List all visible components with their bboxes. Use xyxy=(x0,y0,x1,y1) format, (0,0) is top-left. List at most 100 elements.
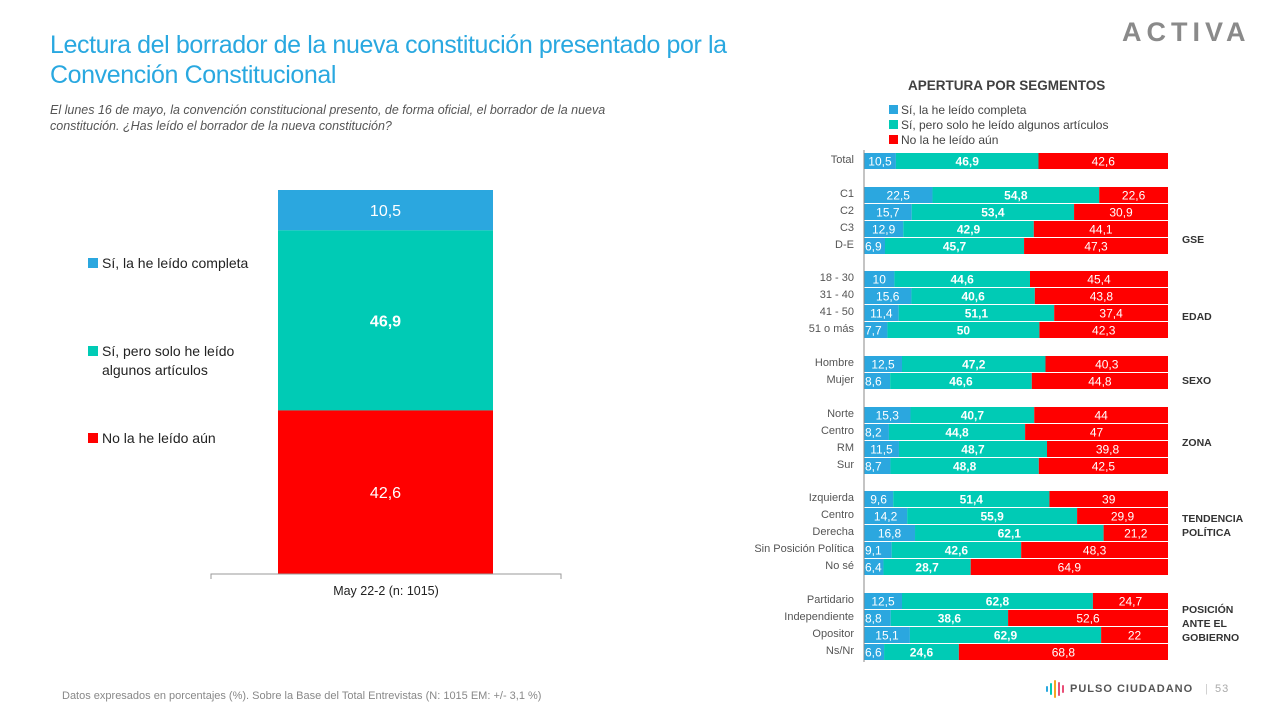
data-label: 42,6 xyxy=(370,485,401,502)
bar-segment-partial xyxy=(883,559,971,575)
bar-segment-not-read xyxy=(1021,542,1168,558)
data-label: 50 xyxy=(957,324,971,338)
bar-segment-partial xyxy=(888,424,1026,440)
bar-segment-partial xyxy=(915,525,1104,541)
bar-segment-partial xyxy=(932,187,1100,203)
data-label: 62,9 xyxy=(994,629,1018,643)
segment-row-label: Derecha xyxy=(812,526,854,538)
segment-row-label: C2 xyxy=(839,205,854,217)
segment-group-label: GSE xyxy=(1182,234,1205,246)
bar-segment-not-read xyxy=(1077,508,1168,524)
bar-segment-not-read xyxy=(1038,458,1168,474)
x-category-label: May 22-2 (n: 1015) xyxy=(333,584,439,598)
bar-segment-partial xyxy=(278,230,493,411)
bar-segment-not-read xyxy=(1039,322,1168,338)
data-label: 24,6 xyxy=(910,646,934,660)
segment-row-label: 41 - 50 xyxy=(819,306,854,318)
bar-segment-partial xyxy=(910,407,1035,423)
data-label: 44,1 xyxy=(1089,223,1113,237)
data-label: 48,8 xyxy=(953,460,977,474)
question-text: El lunes 16 de mayo, la convención const… xyxy=(50,103,606,133)
bar-segment-complete xyxy=(864,491,894,507)
bar-segment-partial xyxy=(898,305,1055,321)
bar-segment-complete xyxy=(864,424,889,440)
segment-row-label: D-E xyxy=(835,239,854,251)
bar-segment-not-read xyxy=(1024,238,1168,254)
data-label: 46,9 xyxy=(370,313,401,330)
data-label: 37,4 xyxy=(1099,307,1123,321)
data-label: 42,6 xyxy=(945,544,969,558)
bar-segment-not-read xyxy=(1045,356,1168,372)
brand-separator: | xyxy=(1205,683,1210,695)
data-label: 68,8 xyxy=(1052,646,1076,660)
bar-segment-not-read xyxy=(958,644,1168,660)
data-label: 38,6 xyxy=(938,612,962,626)
bar-segment-complete xyxy=(864,508,908,524)
bar-segment-not-read xyxy=(1029,271,1168,287)
data-label: 55,9 xyxy=(980,510,1004,524)
bar-segment-partial xyxy=(907,508,1078,524)
data-label: 10 xyxy=(873,273,887,287)
data-label: 29,9 xyxy=(1111,510,1135,524)
segment-row-label: Independiente xyxy=(784,611,854,623)
data-label: 14,2 xyxy=(874,510,898,524)
bar-segment-complete xyxy=(864,153,896,169)
bar-segment-not-read xyxy=(1101,627,1168,643)
bar-segment-partial xyxy=(891,542,1022,558)
segment-row-label: 18 - 30 xyxy=(819,272,854,284)
bar-segment-not-read xyxy=(1008,610,1168,626)
bar-segment-partial xyxy=(898,441,1048,457)
data-label: 54,8 xyxy=(1004,189,1028,203)
x-axis xyxy=(210,573,562,579)
data-label: 12,5 xyxy=(871,358,895,372)
legend-label: Sí, pero solo he leído algunos artículos xyxy=(901,118,1109,132)
bar-segment-partial xyxy=(911,204,1075,220)
bar-segment-partial xyxy=(909,627,1102,643)
bar-segment-partial xyxy=(890,458,1039,474)
bar-segment-partial xyxy=(895,153,1039,169)
segment-row-label: Ns/Nr xyxy=(825,645,854,657)
data-label: 39 xyxy=(1102,493,1116,507)
bar-segment-complete xyxy=(864,593,902,609)
data-label: 46,9 xyxy=(956,155,980,169)
legend-swatch-partial xyxy=(88,346,98,356)
bar-segment-not-read xyxy=(1074,204,1168,220)
data-label: 40,7 xyxy=(961,409,985,423)
segment-group-label: POSICIÓN ANTE EL GOBIERNO xyxy=(1182,604,1240,644)
bar-segment-not-read xyxy=(1034,407,1168,423)
segment-row-label: Centro xyxy=(820,425,854,437)
data-label: 46,6 xyxy=(949,375,973,389)
bar-segment-partial xyxy=(884,238,1025,254)
segment-row-label: Centro xyxy=(820,509,854,521)
data-label: 45,7 xyxy=(943,240,967,254)
data-label: 52,6 xyxy=(1076,612,1100,626)
data-label: 7,7 xyxy=(865,324,882,338)
data-label: 44 xyxy=(1094,409,1108,423)
segment-row-label: Sur xyxy=(836,459,854,471)
segment-row-label: Opositor xyxy=(812,628,854,640)
data-label: 6,9 xyxy=(865,240,882,254)
bar-segment-partial xyxy=(902,356,1046,372)
data-label: 30,9 xyxy=(1109,206,1133,220)
legend-label: Sí, la he leído completa xyxy=(102,255,249,271)
activa-logo: ACTIVA xyxy=(1122,17,1251,47)
bar-segment-partial xyxy=(890,610,1009,626)
data-label: 62,8 xyxy=(986,595,1010,609)
bar-segment-not-read xyxy=(1025,424,1168,440)
data-label: 8,2 xyxy=(865,426,882,440)
segment-row-label: C1 xyxy=(839,188,854,200)
bar-segment-partial xyxy=(890,373,1032,389)
bar-segment-partial xyxy=(887,322,1040,338)
segment-row-label: RM xyxy=(836,442,854,454)
bar-segment-complete xyxy=(864,644,885,660)
bar-segment-complete xyxy=(864,204,912,220)
data-label: 9,6 xyxy=(870,493,887,507)
left-chart-svg: 10,5 46,9 42,6 xyxy=(210,190,562,579)
bar-segment-partial xyxy=(893,491,1050,507)
bar-segment-complete xyxy=(864,356,902,372)
data-label: 48,7 xyxy=(961,443,985,457)
legend-swatch-complete xyxy=(889,105,898,114)
segment-row-label: 31 - 40 xyxy=(819,289,854,301)
segment-row-label: Sin Posición Política xyxy=(754,543,854,555)
bar-segment-not-read xyxy=(1049,491,1168,507)
